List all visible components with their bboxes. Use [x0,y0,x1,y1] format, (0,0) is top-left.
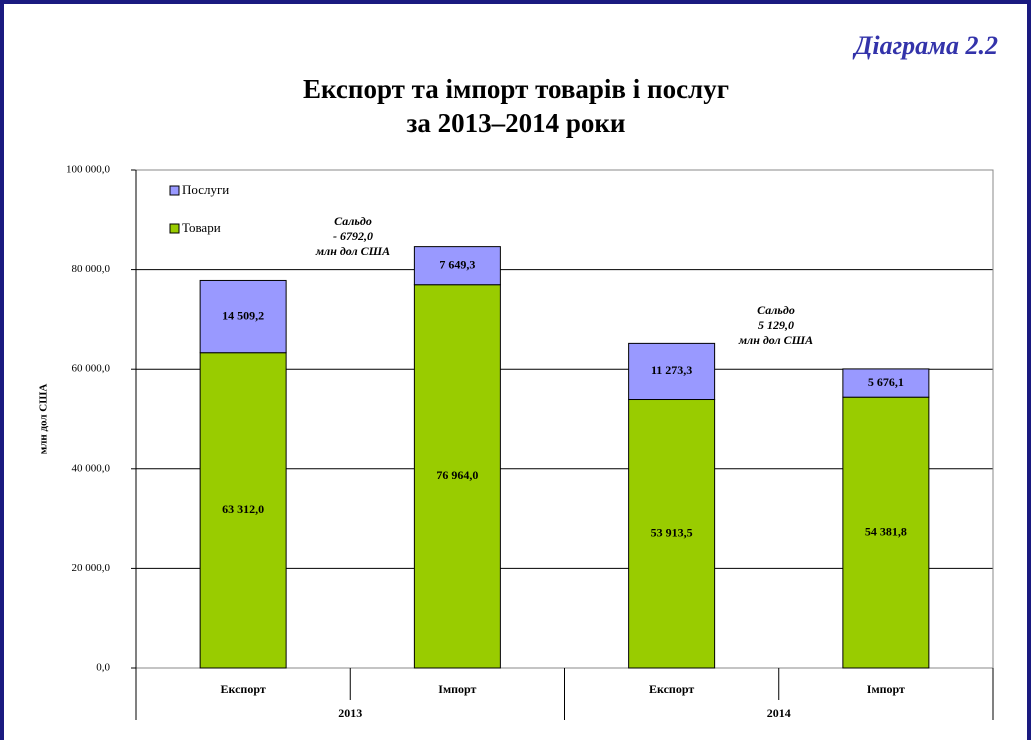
bar-segment [413,284,501,669]
data-label: 7 649,3 [439,257,475,271]
legend-swatch [169,185,180,196]
bar-segment [842,368,930,398]
y-tick-label: 80 000,0 [72,263,111,275]
data-label: 11 273,3 [651,363,692,377]
legend-label: Товари [182,220,221,235]
data-label: 5 676,1 [868,375,904,389]
bar-segment [199,279,287,354]
group-label: 2014 [767,706,791,720]
bar-segment [628,399,716,669]
legend-label: Послуги [182,182,229,197]
data-label: 14 509,2 [222,308,264,322]
group-label: 2013 [338,706,362,720]
annotation: млн дол США [315,244,390,258]
bar-segment [628,342,716,401]
y-tick-label: 0,0 [96,662,110,674]
x-tick-label: Імпорт [867,682,905,696]
x-tick-label: Експорт [649,682,694,696]
annotation: 5 129,0 [758,318,794,332]
chart-title: Експорт та імпорт товарів і послуг [303,74,729,104]
y-axis-label: млн дол США [38,384,50,455]
y-tick-label: 40 000,0 [72,462,111,474]
bar-segment [413,246,501,286]
data-label: 63 312,0 [222,502,264,516]
data-label: 53 913,5 [651,526,693,540]
legend-swatch [169,223,180,234]
chart-subtitle: за 2013–2014 роки [407,108,626,138]
x-tick-label: Імпорт [438,682,476,696]
annotation: Сальдо [334,214,372,228]
y-tick-label: 20 000,0 [72,562,111,574]
y-tick-label: 100 000,0 [66,164,111,176]
annotation: Сальдо [757,303,795,317]
diagram-number: Діаграма 2.2 [853,31,998,60]
bar-segment [842,396,930,669]
y-tick-label: 60 000,0 [72,363,111,375]
data-label: 76 964,0 [436,468,478,482]
annotation: - 6792,0 [333,229,373,243]
x-tick-label: Експорт [220,682,265,696]
annotation: млн дол США [738,333,813,347]
bar-segment [199,352,287,669]
data-label: 54 381,8 [865,524,907,538]
